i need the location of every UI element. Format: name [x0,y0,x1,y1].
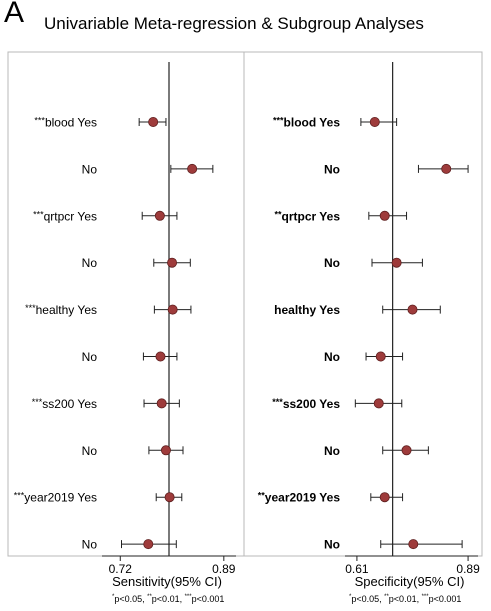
sensitivity-point-estimate [143,539,154,550]
specificity-significance-stars: *** [273,116,284,126]
sensitivity-x-axis-title: Sensitivity(95% CI) [112,574,222,589]
sensitivity-point-estimate [156,398,167,409]
specificity-row-label: **qrtpcr Yes [275,209,341,223]
sensitivity-row-label-text: ss200 Yes [42,397,97,411]
footnote-stars: * [112,594,115,600]
specificity-point-estimate [379,492,390,503]
footnote-text: p<0.01, [151,594,185,604]
specificity-significance-stars: ** [275,209,283,219]
specificity-row-label-text: year2019 Yes [265,491,341,505]
specificity-row-label: No [324,350,340,364]
specificity-point-estimate [441,163,452,174]
sensitivity-row-label-text: blood Yes [45,116,97,130]
sensitivity-x-tick-label: 0.89 [212,562,236,576]
sensitivity-point-estimate [187,163,198,174]
sensitivity-row-label-text: healthy Yes [36,303,97,317]
sensitivity-row-label: ***ss200 Yes [32,397,97,411]
specificity-row-label: No [324,256,340,270]
figure-title: Univariable Meta-regression & Subgroup A… [44,14,424,33]
sensitivity-point-estimate [155,351,166,362]
sensitivity-row-label-text: year2019 Yes [24,491,97,505]
footnote-text: p<0.001 [191,594,225,604]
footnote-text: p<0.05, [114,594,148,604]
sensitivity-significance-stars: *** [14,491,25,501]
sensitivity-significance-stars: *** [33,209,44,219]
footnote-stars: ** [384,594,389,600]
sensitivity-point-estimate [167,257,178,268]
sensitivity-row-label: ***blood Yes [34,116,97,130]
footnote-text: p<0.05, [351,594,385,604]
sensitivity-row-label: ***qrtpcr Yes [33,209,97,223]
sensitivity-point-estimate [154,210,165,221]
footnote-text: p<0.001 [428,594,462,604]
specificity-point-estimate [379,210,390,221]
footnote-stars: *** [421,594,429,600]
sensitivity-point-estimate [148,117,159,128]
specificity-point-estimate [373,398,384,409]
sensitivity-row-label: No [82,538,98,552]
specificity-significance-footnote: *p<0.05, **p<0.01, ***p<0.001 [349,594,461,604]
sensitivity-x-tick-label: 0.72 [109,562,133,576]
panel-letter: A [4,0,25,29]
footnote-stars: *** [184,594,192,600]
sensitivity-significance-footnote: *p<0.05, **p<0.01, ***p<0.001 [112,594,224,604]
specificity-x-tick-label: 0.61 [345,562,369,576]
sensitivity-significance-stars: *** [32,397,43,407]
specificity-point-estimate [375,351,386,362]
specificity-point-estimate [369,117,380,128]
specificity-row-label-text: ss200 Yes [283,397,341,411]
specificity-point-estimate [407,304,418,315]
specificity-row-label: **year2019 Yes [258,491,341,505]
sensitivity-row-label: No [82,162,98,176]
specificity-x-tick-label: 0.89 [456,562,480,576]
specificity-row-label: ***ss200 Yes [272,397,340,411]
specificity-significance-stars: ** [258,491,266,501]
specificity-point-estimate [391,257,402,268]
sensitivity-row-label: No [82,256,98,270]
specificity-row-label-text: qrtpcr Yes [282,209,341,223]
sensitivity-point-estimate [164,492,175,503]
sensitivity-significance-stars: *** [34,116,45,126]
sensitivity-row-label-text: qrtpcr Yes [44,209,97,223]
specificity-row-label: healthy Yes [274,303,340,317]
footnote-stars: ** [147,594,152,600]
specificity-row-label-text: blood Yes [284,116,341,130]
specificity-row-label: No [324,444,340,458]
sensitivity-row-label: No [82,350,98,364]
sensitivity-point-estimate [160,445,171,456]
sensitivity-row-label: ***year2019 Yes [14,491,97,505]
sensitivity-row-label: ***healthy Yes [25,303,97,317]
specificity-x-axis-title: Specificity(95% CI) [355,574,465,589]
specificity-row-label: No [324,538,340,552]
footnote-stars: * [349,594,352,600]
sensitivity-point-estimate [167,304,178,315]
specificity-row-label: ***blood Yes [273,116,340,130]
sensitivity-significance-stars: *** [25,303,36,313]
specificity-row-label: No [324,162,340,176]
sensitivity-row-label: No [82,444,98,458]
specificity-point-estimate [401,445,412,456]
specificity-point-estimate [408,539,419,550]
specificity-significance-stars: *** [272,397,283,407]
footnote-text: p<0.01, [388,594,422,604]
